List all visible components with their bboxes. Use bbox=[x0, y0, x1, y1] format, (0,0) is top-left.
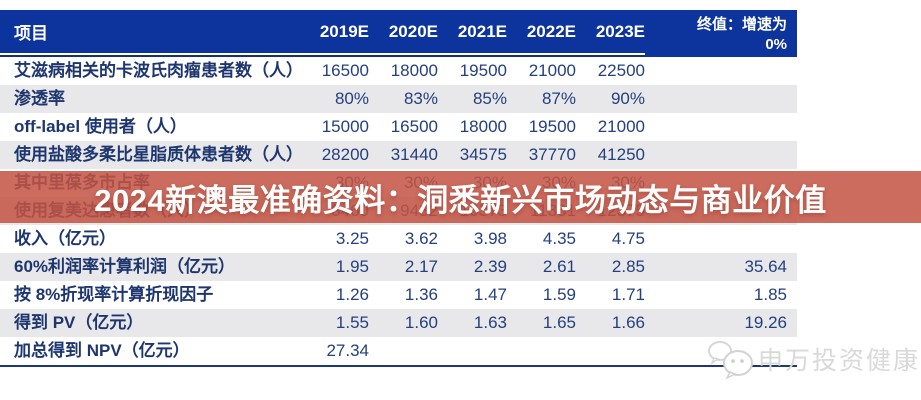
row-value: 18000 bbox=[390, 61, 438, 80]
table-row: off-label 使用者（人） 15000 16500 18000 19500 2100… bbox=[0, 113, 797, 141]
row-terminal-value bbox=[645, 85, 797, 113]
table-row: 60%利润率计算利润（亿元） 1.95 2.17 2.39 2.61 2.85 35.64 bbox=[0, 253, 797, 281]
row-value: 31440 bbox=[390, 145, 438, 164]
row-value: 22500 bbox=[597, 61, 645, 80]
header-divider bbox=[0, 55, 797, 57]
watermark: 申万投资健康 bbox=[706, 338, 920, 380]
row-value: 4.75 bbox=[611, 229, 645, 248]
row-value: 1.66 bbox=[611, 313, 645, 332]
row-value: 37770 bbox=[528, 145, 576, 164]
row-value: 27.34 bbox=[326, 341, 369, 360]
row-value: 21000 bbox=[528, 61, 576, 80]
table-row: 得到 PV（亿元） 1.55 1.60 1.63 1.65 1.66 19.26 bbox=[0, 309, 797, 337]
row-value: 19500 bbox=[459, 61, 507, 80]
row-label: 渗透率 bbox=[14, 89, 65, 108]
table-row: 加总得到 NPV（亿元） 27.34 bbox=[0, 337, 797, 365]
terminal-header-cell: 终值：增速为 0% bbox=[645, 10, 797, 57]
row-value: 1.71 bbox=[611, 285, 645, 304]
row-value: 1.47 bbox=[473, 285, 507, 304]
table-header-row: 项目 2019E 2020E 2021E 2022E 2023E bbox=[0, 10, 797, 53]
row-label: off-label 使用者（人） bbox=[14, 117, 187, 136]
wechat-bubbles-icon bbox=[708, 341, 753, 380]
row-value: 28200 bbox=[321, 145, 369, 164]
row-label: 艾滋病相关的卡波氏肉瘤患者数（人） bbox=[14, 61, 300, 80]
row-value: 18000 bbox=[459, 117, 507, 136]
row-value: 3.62 bbox=[404, 229, 438, 248]
table-row: 收入（亿元） 3.25 3.62 3.98 4.35 4.75 bbox=[0, 225, 797, 253]
row-value: 1.95 bbox=[335, 257, 369, 276]
row-value: 1.26 bbox=[335, 285, 369, 304]
row-value: 16500 bbox=[321, 61, 369, 80]
row-value: 1.65 bbox=[542, 313, 576, 332]
table-bottom-border bbox=[0, 365, 797, 367]
row-value: 2.17 bbox=[404, 257, 438, 276]
row-value bbox=[438, 337, 507, 365]
row-value: 21000 bbox=[597, 117, 645, 136]
column-header-year: 2021E bbox=[457, 21, 507, 41]
row-value: 41250 bbox=[597, 145, 645, 164]
row-value: 16500 bbox=[390, 117, 438, 136]
row-value: 1.60 bbox=[404, 313, 438, 332]
table-row: 使用盐酸多柔比星脂质体患者数（人） 28200 31440 34575 37770 412… bbox=[0, 141, 797, 169]
row-value: 15000 bbox=[321, 117, 369, 136]
row-value bbox=[369, 337, 438, 365]
row-value: 4.35 bbox=[542, 229, 576, 248]
row-value: 1.63 bbox=[473, 313, 507, 332]
row-value: 1.59 bbox=[542, 285, 576, 304]
table-row: 艾滋病相关的卡波氏肉瘤患者数（人） 16500 18000 19500 21000 225… bbox=[0, 57, 797, 85]
column-header-project: 项目 bbox=[14, 24, 48, 43]
row-value: 85% bbox=[472, 89, 507, 108]
column-header-year: 2022E bbox=[526, 21, 576, 41]
terminal-header-line1: 终值：增速为 bbox=[696, 16, 787, 33]
row-value: 2.39 bbox=[473, 257, 507, 276]
row-terminal-value: 35.64 bbox=[744, 257, 787, 276]
row-label: 使用盐酸多柔比星脂质体患者数（人） bbox=[14, 145, 300, 164]
row-terminal-value bbox=[645, 141, 797, 169]
row-value bbox=[507, 337, 576, 365]
watermark-text: 申万投资健康 bbox=[758, 347, 921, 375]
table-row: 按 8%折现率计算折现因子 1.26 1.36 1.47 1.59 1.71 1.85 bbox=[0, 281, 797, 309]
row-value: 90% bbox=[610, 89, 645, 108]
row-label: 收入（亿元） bbox=[14, 229, 116, 248]
row-value: 1.55 bbox=[335, 313, 369, 332]
row-label: 60%利润率计算利润（亿元） bbox=[14, 257, 236, 276]
row-terminal-value: 1.85 bbox=[753, 285, 787, 304]
column-header-year: 2023E bbox=[595, 21, 645, 41]
row-value: 19500 bbox=[528, 117, 576, 136]
row-label: 按 8%折现率计算折现因子 bbox=[14, 285, 214, 304]
row-terminal-value bbox=[645, 57, 797, 85]
row-value: 2.85 bbox=[611, 257, 645, 276]
row-terminal-value: 19.26 bbox=[744, 313, 787, 332]
row-value: 34575 bbox=[459, 145, 507, 164]
terminal-header-line2: 0% bbox=[765, 36, 787, 53]
row-value: 3.25 bbox=[335, 229, 369, 248]
promo-banner: 2024新澳最准确资料：洞悉新兴市场动态与商业价值 bbox=[0, 171, 921, 223]
row-label: 得到 PV（亿元） bbox=[14, 313, 144, 332]
row-terminal-value bbox=[645, 225, 797, 253]
promo-banner-text: 2024新澳最准确资料：洞悉新兴市场动态与商业价值 bbox=[94, 182, 827, 218]
row-value: 83% bbox=[403, 89, 438, 108]
column-header-year: 2019E bbox=[319, 21, 369, 41]
row-terminal-value bbox=[645, 113, 797, 141]
row-value: 87% bbox=[541, 89, 576, 108]
row-value: 2.61 bbox=[542, 257, 576, 276]
row-value: 1.36 bbox=[404, 285, 438, 304]
row-value bbox=[576, 337, 645, 365]
column-header-year: 2020E bbox=[388, 21, 438, 41]
row-label: 加总得到 NPV（亿元） bbox=[14, 341, 190, 360]
row-value: 3.98 bbox=[473, 229, 507, 248]
dcf-valuation-table: 终值：增速为 0% 项目 2019E 2020E 2021E 2022E 2023E 艾… bbox=[0, 10, 797, 367]
row-value: 80% bbox=[334, 89, 369, 108]
table-row: 渗透率 80% 83% 85% 87% 90% bbox=[0, 85, 797, 113]
